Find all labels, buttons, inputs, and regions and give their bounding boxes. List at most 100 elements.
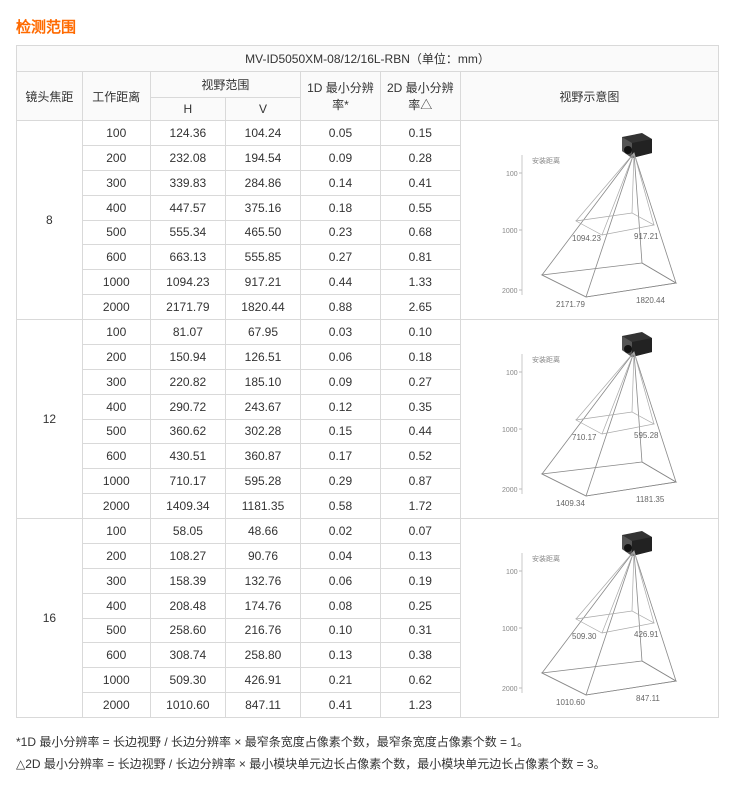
fov-v-cell: 67.95	[225, 320, 300, 345]
res2d-cell: 0.55	[380, 195, 460, 220]
fov-v-cell: 243.67	[225, 394, 300, 419]
dist-cell: 500	[82, 220, 150, 245]
fov-v-cell: 1181.35	[225, 494, 300, 519]
fov-v-cell: 375.16	[225, 195, 300, 220]
focal-cell: 16	[17, 519, 83, 718]
header-diagram: 视野示意图	[460, 72, 718, 121]
footnote-2d: △2D 最小分辨率 = 长边视野 / 长边分辨率 × 最小模块单元边长占像素个数…	[16, 754, 718, 776]
res1d-cell: 0.17	[301, 444, 381, 469]
svg-text:509.30: 509.30	[572, 632, 597, 641]
dist-cell: 200	[82, 344, 150, 369]
res1d-cell: 0.08	[301, 593, 381, 618]
table-row: 1210081.0767.950.030.10 安装距离 100 1000 20…	[17, 320, 719, 345]
focal-cell: 8	[17, 121, 83, 320]
res1d-cell: 0.02	[301, 519, 381, 544]
res2d-cell: 0.38	[380, 643, 460, 668]
fov-h-cell: 290.72	[150, 394, 225, 419]
res2d-cell: 0.18	[380, 344, 460, 369]
svg-text:1820.44: 1820.44	[636, 296, 665, 305]
fov-h-cell: 430.51	[150, 444, 225, 469]
dist-cell: 600	[82, 245, 150, 270]
dist-cell: 500	[82, 618, 150, 643]
fov-v-cell: 216.76	[225, 618, 300, 643]
svg-text:1000: 1000	[502, 626, 518, 633]
res2d-cell: 0.07	[380, 519, 460, 544]
fov-h-cell: 360.62	[150, 419, 225, 444]
dist-cell: 300	[82, 369, 150, 394]
res1d-cell: 0.23	[301, 220, 381, 245]
section-title: 检测范围	[16, 16, 718, 37]
footnotes: *1D 最小分辨率 = 长边视野 / 长边分辨率 × 最窄条宽度占像素个数，最窄…	[16, 732, 718, 775]
header-fov-v: V	[225, 98, 300, 121]
dist-cell: 2000	[82, 693, 150, 718]
res2d-cell: 0.62	[380, 668, 460, 693]
res2d-cell: 0.25	[380, 593, 460, 618]
svg-text:1000: 1000	[502, 427, 518, 434]
header-fov: 视野范围	[150, 72, 300, 98]
res1d-cell: 0.13	[301, 643, 381, 668]
table-row: 8100124.36104.240.050.15 安装距离 100 1000 2…	[17, 121, 719, 146]
res1d-cell: 0.21	[301, 668, 381, 693]
fov-v-cell: 185.10	[225, 369, 300, 394]
svg-text:100: 100	[506, 171, 518, 178]
fov-v-cell: 917.21	[225, 270, 300, 295]
res2d-cell: 0.41	[380, 170, 460, 195]
dist-cell: 400	[82, 394, 150, 419]
res1d-cell: 0.05	[301, 121, 381, 146]
header-fov-h: H	[150, 98, 225, 121]
fov-h-cell: 1094.23	[150, 270, 225, 295]
table-row: 1610058.0548.660.020.07 安装距离 100 1000 20…	[17, 519, 719, 544]
dist-cell: 1000	[82, 270, 150, 295]
svg-text:1010.60: 1010.60	[556, 698, 585, 707]
res2d-cell: 0.10	[380, 320, 460, 345]
focal-cell: 12	[17, 320, 83, 519]
dist-cell: 400	[82, 195, 150, 220]
res2d-cell: 0.31	[380, 618, 460, 643]
dist-cell: 500	[82, 419, 150, 444]
res1d-cell: 0.41	[301, 693, 381, 718]
res2d-cell: 0.87	[380, 469, 460, 494]
fov-h-cell: 339.83	[150, 170, 225, 195]
res2d-cell: 0.35	[380, 394, 460, 419]
res1d-cell: 0.15	[301, 419, 381, 444]
header-focal: 镜头焦距	[17, 72, 83, 121]
fov-v-cell: 258.80	[225, 643, 300, 668]
header-2d: 2D 最小分辨率△	[380, 72, 460, 121]
res2d-cell: 0.52	[380, 444, 460, 469]
fov-h-cell: 81.07	[150, 320, 225, 345]
fov-v-cell: 174.76	[225, 593, 300, 618]
svg-text:1409.34: 1409.34	[556, 499, 585, 508]
res1d-cell: 0.10	[301, 618, 381, 643]
res2d-cell: 1.23	[380, 693, 460, 718]
fov-h-cell: 509.30	[150, 668, 225, 693]
svg-text:2171.79: 2171.79	[556, 300, 585, 309]
fov-v-cell: 360.87	[225, 444, 300, 469]
fov-v-cell: 90.76	[225, 543, 300, 568]
res1d-cell: 0.06	[301, 568, 381, 593]
fov-h-cell: 710.17	[150, 469, 225, 494]
table-title: MV-ID5050XM-08/12/16L-RBN（单位：mm）	[17, 46, 719, 72]
fov-h-cell: 2171.79	[150, 295, 225, 320]
dist-cell: 600	[82, 643, 150, 668]
fov-diagram: 安装距离 100 1000 2000 509.30 426.91 1010.60…	[460, 519, 718, 718]
fov-h-cell: 447.57	[150, 195, 225, 220]
dist-cell: 100	[82, 121, 150, 146]
dist-cell: 2000	[82, 295, 150, 320]
svg-text:2000: 2000	[502, 686, 518, 693]
fov-v-cell: 847.11	[225, 693, 300, 718]
header-work-dist: 工作距离	[82, 72, 150, 121]
svg-text:安装距离: 安装距离	[532, 355, 560, 364]
fov-h-cell: 663.13	[150, 245, 225, 270]
res1d-cell: 0.88	[301, 295, 381, 320]
res2d-cell: 0.44	[380, 419, 460, 444]
res2d-cell: 1.33	[380, 270, 460, 295]
footnote-1d: *1D 最小分辨率 = 长边视野 / 长边分辨率 × 最窄条宽度占像素个数，最窄…	[16, 732, 718, 754]
dist-cell: 600	[82, 444, 150, 469]
res1d-cell: 0.29	[301, 469, 381, 494]
res1d-cell: 0.14	[301, 170, 381, 195]
fov-v-cell: 426.91	[225, 668, 300, 693]
fov-h-cell: 124.36	[150, 121, 225, 146]
res2d-cell: 0.28	[380, 145, 460, 170]
fov-h-cell: 555.34	[150, 220, 225, 245]
fov-v-cell: 1820.44	[225, 295, 300, 320]
